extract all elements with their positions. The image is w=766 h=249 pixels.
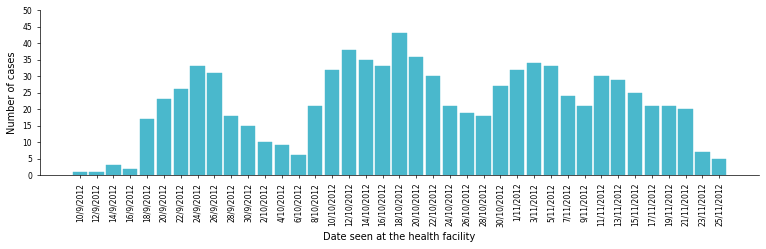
Bar (493, 86, 508, 175)
Bar (679, 109, 692, 175)
Bar (308, 106, 322, 175)
Bar (662, 106, 676, 175)
Bar (476, 116, 491, 175)
Bar (342, 50, 356, 175)
Bar (224, 116, 238, 175)
Bar (527, 63, 542, 175)
Bar (561, 96, 575, 175)
Bar (274, 145, 289, 175)
Bar (544, 66, 558, 175)
Bar (510, 70, 525, 175)
Bar (257, 142, 272, 175)
Bar (460, 113, 474, 175)
Bar (73, 172, 87, 175)
Bar (392, 34, 407, 175)
Bar (443, 106, 457, 175)
Bar (358, 60, 373, 175)
Bar (645, 106, 659, 175)
X-axis label: Date seen at the health facility: Date seen at the health facility (323, 232, 476, 242)
Bar (611, 80, 625, 175)
Bar (712, 159, 726, 175)
Bar (106, 165, 120, 175)
Bar (123, 169, 137, 175)
Bar (174, 89, 188, 175)
Bar (157, 99, 171, 175)
Bar (191, 66, 205, 175)
Bar (409, 57, 424, 175)
Bar (140, 119, 154, 175)
Bar (578, 106, 592, 175)
Bar (325, 70, 339, 175)
Bar (291, 155, 306, 175)
Bar (628, 93, 642, 175)
Bar (375, 66, 390, 175)
Bar (426, 76, 440, 175)
Bar (696, 152, 709, 175)
Y-axis label: Number of cases: Number of cases (7, 52, 17, 134)
Bar (594, 76, 608, 175)
Bar (90, 172, 103, 175)
Bar (241, 126, 255, 175)
Bar (208, 73, 221, 175)
